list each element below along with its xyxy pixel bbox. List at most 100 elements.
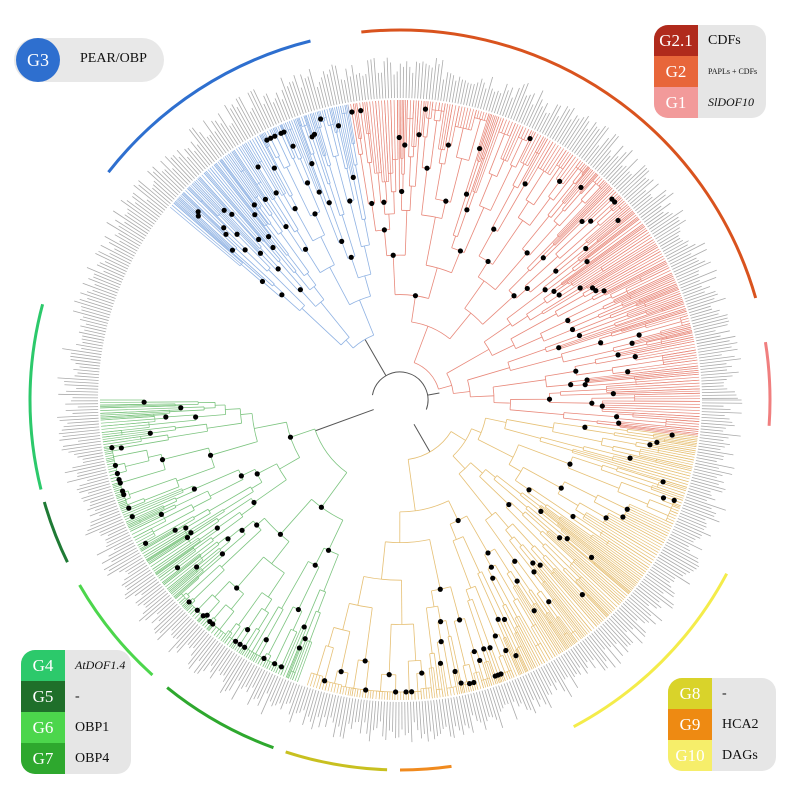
bootstrap-marker xyxy=(309,161,315,167)
bootstrap-marker xyxy=(624,506,630,512)
bootstrap-marker xyxy=(495,616,501,622)
bootstrap-marker xyxy=(200,613,206,619)
bootstrap-marker xyxy=(403,689,409,695)
group-arc-g3 xyxy=(107,39,311,174)
bootstrap-marker xyxy=(272,661,278,667)
bootstrap-marker xyxy=(188,530,194,536)
bootstrap-marker xyxy=(615,217,621,224)
bootstrap-marker xyxy=(582,382,588,388)
group-arc-g1 xyxy=(763,341,772,426)
legend-row-g2-1: G2.1 CDFs xyxy=(654,25,766,56)
bootstrap-marker xyxy=(252,212,258,218)
legend-bottom-left: G4 AtDOF1.4 G5 - G6 OBP1 G7 OBP4 xyxy=(21,650,131,774)
bootstrap-marker xyxy=(546,396,553,402)
bootstrap-marker xyxy=(481,646,487,652)
legend-row-g7: G7 OBP4 xyxy=(21,743,131,774)
bootstrap-marker xyxy=(601,288,607,294)
bootstrap-marker xyxy=(463,191,470,197)
legend-row-g9: G9 HCA2 xyxy=(668,709,776,740)
bootstrap-marker xyxy=(588,218,594,224)
bootstrap-marker xyxy=(129,513,135,520)
bootstrap-marker xyxy=(234,585,240,591)
bootstrap-marker xyxy=(577,285,583,291)
bootstrap-marker xyxy=(402,142,408,148)
bootstrap-marker xyxy=(593,288,599,294)
bootstrap-marker xyxy=(490,575,496,581)
bootstrap-marker xyxy=(290,143,296,149)
bootstrap-marker xyxy=(556,535,563,541)
group-arc-g7 xyxy=(166,686,274,750)
label-g5: - xyxy=(75,688,80,704)
bootstrap-marker xyxy=(268,135,274,141)
bootstrap-marker xyxy=(318,504,324,510)
bootstrap-marker xyxy=(159,457,166,463)
node-markers xyxy=(109,106,677,695)
bootstrap-marker xyxy=(477,657,483,664)
bootstrap-marker xyxy=(254,522,260,528)
tip-labels-ring xyxy=(57,57,743,743)
group-arc-g9 xyxy=(399,764,452,772)
bootstrap-marker xyxy=(242,644,248,650)
badge-g9: G9 xyxy=(668,709,712,740)
bootstrap-marker xyxy=(256,236,262,242)
bootstrap-marker xyxy=(524,285,530,292)
bootstrap-marker xyxy=(174,565,181,571)
label-g6: OBP1 xyxy=(75,719,110,735)
bootstrap-marker xyxy=(381,227,387,233)
bootstrap-marker xyxy=(660,479,666,485)
bootstrap-marker xyxy=(311,131,318,137)
bootstrap-marker xyxy=(114,470,121,477)
bootstrap-marker xyxy=(207,452,214,458)
bootstrap-marker xyxy=(112,462,119,469)
bootstrap-marker xyxy=(242,247,248,253)
label-g9: HCA2 xyxy=(722,716,759,732)
bootstrap-marker xyxy=(565,317,571,324)
bootstrap-marker xyxy=(172,527,178,533)
bootstrap-marker xyxy=(567,461,573,467)
label-g4: AtDOF1.4 xyxy=(75,658,126,672)
bootstrap-marker xyxy=(503,647,509,654)
bootstrap-marker xyxy=(612,199,618,205)
label-g2-1: CDFs xyxy=(708,32,741,48)
badge-g2: G2 xyxy=(654,56,698,87)
bootstrap-marker xyxy=(627,455,633,461)
bootstrap-marker xyxy=(263,637,269,643)
bootstrap-marker xyxy=(193,414,199,420)
bootstrap-marker xyxy=(281,129,287,135)
bootstrap-marker xyxy=(437,660,444,666)
bootstrap-marker xyxy=(254,471,260,477)
legend-bottom-right: G8 - G9 HCA2 G10 DAGs xyxy=(668,678,776,771)
bootstrap-marker xyxy=(610,391,616,397)
badge-g1: G1 xyxy=(654,87,698,118)
bootstrap-marker xyxy=(381,199,387,205)
bootstrap-marker xyxy=(237,641,243,647)
bootstrap-marker xyxy=(629,340,635,346)
legend-row-g6: G6 OBP1 xyxy=(21,712,131,743)
bootstrap-marker xyxy=(278,664,285,670)
bootstrap-marker xyxy=(476,145,483,152)
bootstrap-marker xyxy=(526,487,532,493)
bootstrap-marker xyxy=(671,497,677,503)
bootstrap-marker xyxy=(455,517,461,524)
bootstrap-marker xyxy=(163,414,169,420)
bootstrap-marker xyxy=(225,536,231,542)
bootstrap-marker xyxy=(514,578,520,584)
bootstrap-marker xyxy=(492,673,498,679)
bootstrap-marker xyxy=(349,109,355,115)
bootstrap-marker xyxy=(392,689,399,695)
bootstrap-marker xyxy=(304,180,311,186)
bootstrap-marker xyxy=(584,377,590,383)
bootstrap-marker xyxy=(301,624,307,630)
bootstrap-marker xyxy=(362,658,368,664)
bootstrap-marker xyxy=(358,108,364,114)
bootstrap-marker xyxy=(210,621,216,627)
bootstrap-marker xyxy=(466,680,473,687)
label-g1: SlDOF10 xyxy=(708,95,754,109)
bootstrap-marker xyxy=(386,672,392,678)
badge-g5: G5 xyxy=(21,681,65,712)
group-arc-g2-1 xyxy=(361,28,758,299)
bootstrap-marker xyxy=(613,414,620,420)
bootstrap-marker xyxy=(234,231,240,237)
bootstrap-marker xyxy=(487,645,493,651)
bootstrap-marker xyxy=(579,218,585,225)
